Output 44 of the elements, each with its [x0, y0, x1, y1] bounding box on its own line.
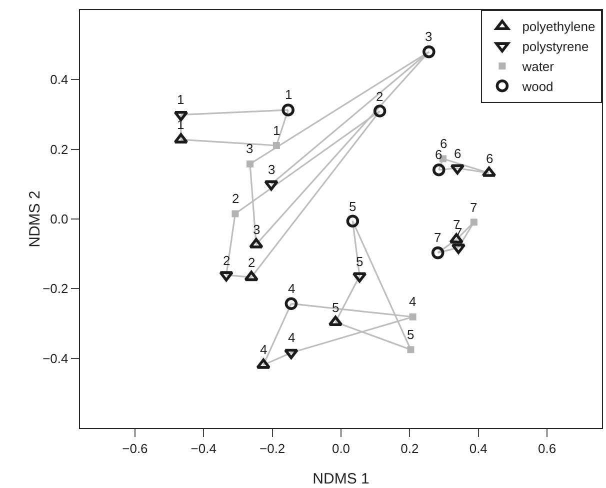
annotation: 2	[376, 89, 384, 104]
y-tick-label: 0.0	[50, 212, 68, 227]
x-tick-label: 0.6	[538, 440, 556, 456]
annotation: 2	[223, 253, 230, 268]
annotation: 1	[177, 117, 184, 132]
annotation: 4	[260, 342, 268, 357]
annotation: 6	[486, 151, 494, 166]
annotation: 5	[356, 254, 364, 269]
annotation: 1	[273, 123, 280, 138]
x-tick-label: 0.4	[469, 440, 488, 456]
annotation: 3	[246, 141, 254, 156]
x-tick-label: −0.4	[190, 440, 216, 456]
legend-label: water	[521, 59, 555, 74]
annotation: 3	[268, 162, 276, 177]
x-axis-title: NDMS 1	[312, 470, 370, 488]
annotation: 1	[285, 87, 292, 102]
y-tick-label: −0.4	[42, 350, 68, 366]
annotation: 5	[349, 199, 356, 214]
annotation: 2	[232, 191, 240, 206]
x-tick-label: 0.2	[400, 440, 419, 456]
annotation: 7	[434, 230, 442, 245]
legend-label: polystyrene	[522, 39, 589, 54]
x-tick-label: 0.0	[332, 440, 350, 456]
x-tick-label: −0.6	[122, 440, 148, 456]
y-tick-label: 0.4	[50, 72, 68, 88]
y-axis-title: NDMS 2	[26, 190, 44, 248]
annotation: 4	[288, 281, 296, 296]
y-tick-label: −0.2	[42, 281, 68, 296]
legend-label: wood	[521, 78, 554, 94]
x-tick-label: −0.2	[259, 440, 286, 456]
annotation: 6	[440, 136, 448, 151]
annotation: 2	[248, 255, 256, 270]
annotation: 5	[332, 300, 340, 315]
annotation: 6	[454, 146, 462, 161]
annotation: 6	[435, 147, 442, 162]
annotation: 4	[288, 330, 296, 345]
annotation: 3	[425, 29, 432, 44]
annotation: 4	[409, 294, 416, 309]
annotation: 5	[407, 327, 414, 342]
annotation: 1	[177, 92, 184, 107]
annotation: 3	[253, 222, 260, 237]
y-tick-label: 0.2	[50, 142, 68, 157]
legend-label: polyethylene	[522, 19, 596, 34]
annotation: 7	[470, 200, 478, 215]
